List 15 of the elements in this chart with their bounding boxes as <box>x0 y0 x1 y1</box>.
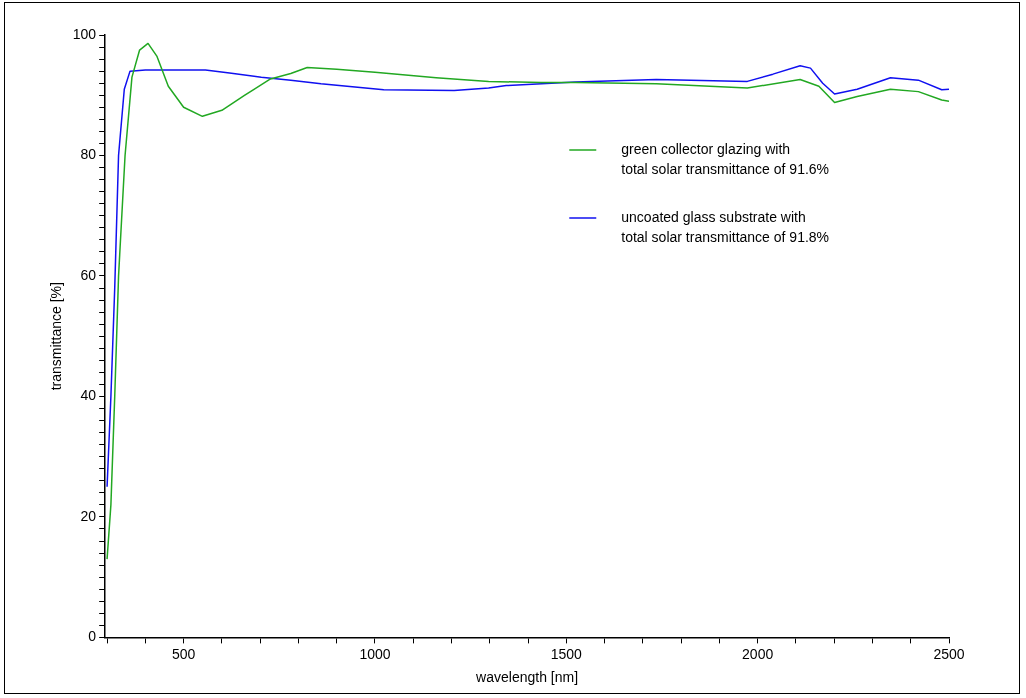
y-tick-label: 0 <box>88 628 97 645</box>
y-tick-label: 20 <box>80 507 97 524</box>
legend-label: uncoated glass substrate with total solar transmittance of 91.8% <box>621 208 830 245</box>
legend-label: green collector glazing with total solar transmittance of 91.6% <box>621 140 830 177</box>
x-axis-title: wavelength [nm] <box>475 669 579 686</box>
x-tick-label: 2000 <box>742 645 774 662</box>
x-tick-label: 1500 <box>550 645 583 662</box>
y-tick-label: 100 <box>72 25 97 42</box>
y-tick-label: 40 <box>80 387 97 404</box>
y-axis-title: transmittance [%] <box>48 282 65 391</box>
y-tick-label: 80 <box>80 146 97 163</box>
x-tick-label: 1000 <box>359 645 391 662</box>
x-tick-label: 2500 <box>933 645 965 662</box>
y-tick-label: 60 <box>80 266 97 283</box>
x-tick-label: 500 <box>171 645 196 662</box>
